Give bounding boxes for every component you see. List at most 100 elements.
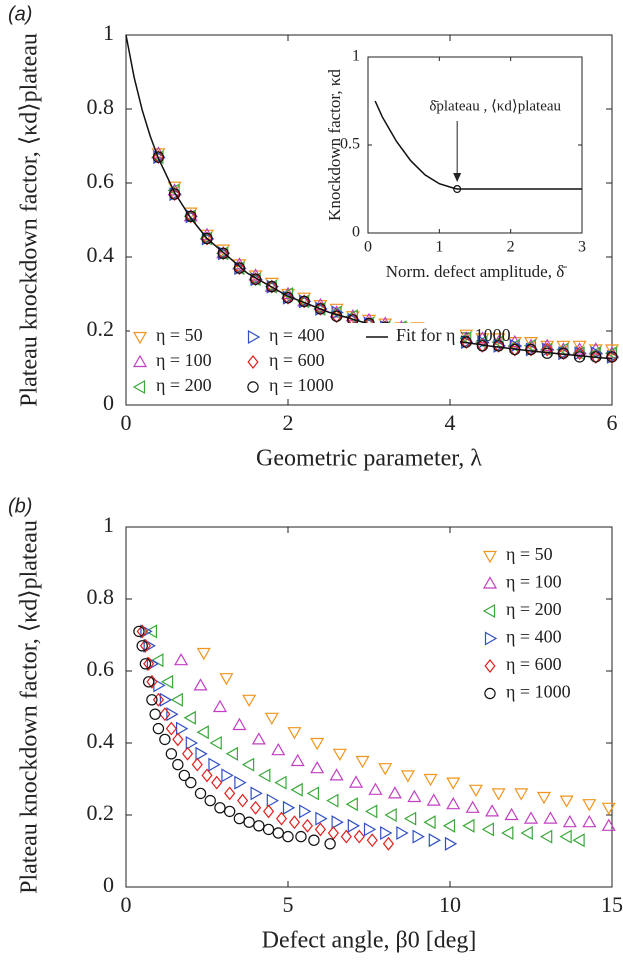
marker <box>295 830 307 843</box>
marker <box>196 725 209 740</box>
marker <box>588 344 603 357</box>
marker <box>459 329 474 342</box>
x-tick-label: 4 <box>445 410 456 435</box>
annotation: δ̄plateau , ⟨κd⟩plateau <box>429 98 561 114</box>
marker <box>507 334 522 348</box>
marker <box>225 746 239 761</box>
marker <box>345 797 358 812</box>
marker <box>559 795 574 808</box>
panel-label: (a) <box>8 3 32 25</box>
marker <box>301 818 314 833</box>
y-tick-label: 0.6 <box>87 168 115 193</box>
x-tick-label: 0 <box>121 892 132 917</box>
marker <box>368 782 383 795</box>
marker <box>266 793 280 808</box>
marker <box>211 775 223 790</box>
marker <box>178 769 191 782</box>
marker <box>540 338 555 351</box>
marker <box>208 757 221 772</box>
marker <box>299 804 312 819</box>
marker <box>590 349 602 364</box>
x-tick-label: 2 <box>507 239 515 256</box>
marker <box>258 768 271 783</box>
legend-label: η = 50 <box>506 544 553 564</box>
marker <box>250 786 263 801</box>
marker <box>324 838 336 850</box>
marker <box>465 800 480 813</box>
marker <box>572 342 587 355</box>
marker <box>347 818 361 833</box>
x-tick-label: 1 <box>435 239 443 256</box>
marker <box>217 247 229 259</box>
marker <box>233 261 245 276</box>
x-tick-label: 0 <box>121 410 132 435</box>
marker <box>146 656 160 671</box>
marker <box>250 800 262 815</box>
marker <box>298 295 310 308</box>
legend-marker <box>484 659 496 673</box>
marker <box>353 829 365 844</box>
marker <box>195 746 208 761</box>
marker <box>159 707 171 722</box>
marker <box>380 825 393 841</box>
marker <box>423 773 438 787</box>
x-tick-label: 3 <box>578 239 586 256</box>
marker <box>604 344 620 357</box>
marker <box>601 802 616 816</box>
marker <box>266 280 278 293</box>
marker <box>183 710 196 725</box>
marker <box>262 804 275 819</box>
marker <box>507 337 522 350</box>
marker <box>216 246 231 259</box>
legend-label: η = 200 <box>506 599 562 619</box>
y-axis-label: Plateau knockdown factor, ⟨κd⟩plateau <box>17 33 43 407</box>
marker <box>468 784 483 798</box>
legend-marker <box>247 381 259 393</box>
marker <box>142 676 155 688</box>
marker <box>412 829 425 844</box>
y-tick-label: 0.5 <box>340 136 360 153</box>
marker <box>204 794 216 807</box>
marker <box>209 735 222 751</box>
marker <box>557 346 569 361</box>
marker <box>536 791 551 805</box>
marker <box>588 346 601 361</box>
marker <box>327 826 339 840</box>
marker <box>329 305 342 320</box>
marker <box>165 721 177 736</box>
marker <box>159 733 171 746</box>
marker <box>287 727 302 740</box>
marker <box>282 830 294 843</box>
marker <box>572 833 585 848</box>
marker <box>214 802 226 814</box>
marker <box>462 818 475 833</box>
legend-marker <box>482 550 498 564</box>
marker <box>212 699 227 713</box>
marker <box>185 210 197 222</box>
legend-label: η = 100 <box>156 350 212 370</box>
marker <box>306 786 320 801</box>
marker <box>574 346 586 361</box>
marker <box>152 722 165 735</box>
marker <box>185 735 199 751</box>
marker <box>504 807 519 821</box>
marker <box>403 811 417 826</box>
marker <box>582 799 597 812</box>
marker <box>275 811 288 826</box>
marker <box>442 818 456 833</box>
marker <box>272 827 284 839</box>
marker <box>604 346 618 361</box>
marker <box>378 763 393 776</box>
marker <box>315 811 328 826</box>
legend-label: η = 200 <box>156 375 212 395</box>
y-tick-label: 1 <box>103 20 114 45</box>
marker <box>562 814 577 828</box>
marker <box>606 349 618 364</box>
marker <box>232 717 247 731</box>
marker <box>446 777 461 790</box>
x-axis-label: Norm. defect amplitude, δ̄ <box>386 262 567 281</box>
legend-marker <box>482 603 496 619</box>
marker <box>475 331 490 344</box>
marker <box>250 272 262 287</box>
legend-marker <box>484 631 498 646</box>
